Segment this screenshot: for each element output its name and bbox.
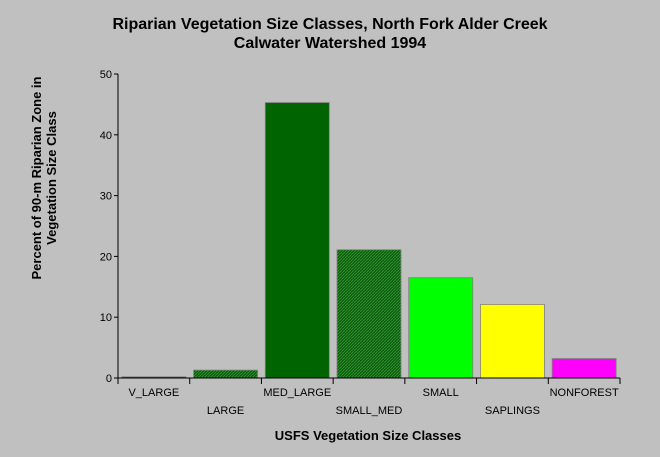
x-tick-label: LARGE <box>207 405 244 417</box>
bar-small_med <box>336 249 402 379</box>
x-tick-label: SAPLINGS <box>485 405 540 417</box>
y-tick-label: 30 <box>100 191 112 203</box>
y-tick-label: 50 <box>100 69 112 81</box>
bar-nonforest <box>551 358 617 379</box>
bar-med_large <box>264 102 330 379</box>
x-tick-label: SMALL_MED <box>336 405 403 417</box>
bar-saplings <box>480 304 545 379</box>
y-tick-label: 20 <box>100 251 112 263</box>
x-tick-label: SMALL <box>423 387 459 399</box>
x-tick-label: NONFOREST <box>550 387 619 399</box>
y-tick-label: 10 <box>100 312 112 324</box>
chart-title: Riparian Vegetation Size Classes, North … <box>112 16 548 33</box>
y-tick-label: 0 <box>106 373 112 385</box>
x-axis-label: USFS Vegetation Size Classes <box>274 428 462 443</box>
x-tick-label: V_LARGE <box>128 387 179 399</box>
bar-large <box>193 369 258 379</box>
chart-subtitle: Calwater Watershed 1994 <box>233 35 427 52</box>
y-tick-label: 40 <box>100 130 112 142</box>
x-tick-label: MED_LARGE <box>263 387 331 399</box>
bar-small <box>408 277 474 379</box>
